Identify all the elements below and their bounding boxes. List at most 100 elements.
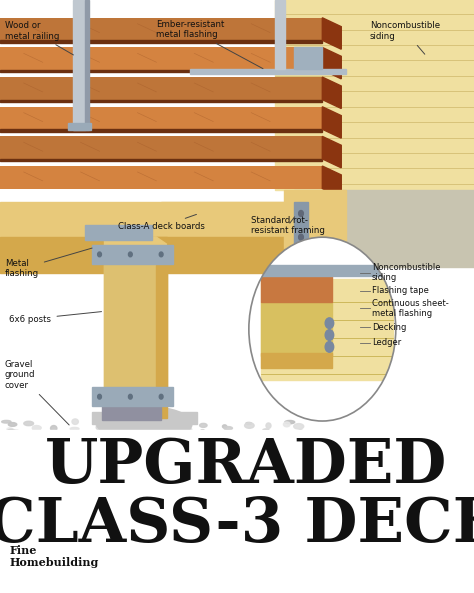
Polygon shape (0, 77, 322, 100)
Polygon shape (284, 190, 346, 249)
Bar (104, 237, 156, 418)
Text: Noncombustible
siding: Noncombustible siding (372, 263, 441, 282)
Ellipse shape (158, 425, 164, 429)
Bar (73, 0, 85, 130)
Text: Ledger: Ledger (372, 338, 401, 347)
Text: Class-A deck boards: Class-A deck boards (118, 215, 205, 231)
Ellipse shape (245, 423, 254, 428)
Polygon shape (161, 202, 294, 237)
Polygon shape (161, 237, 294, 267)
Ellipse shape (109, 428, 117, 432)
Ellipse shape (95, 431, 104, 434)
Bar (104, 265, 156, 387)
Ellipse shape (224, 426, 232, 430)
Ellipse shape (32, 426, 40, 431)
Bar (92, 245, 173, 264)
Ellipse shape (298, 430, 304, 435)
Ellipse shape (5, 442, 14, 445)
Bar (261, 279, 393, 380)
Ellipse shape (277, 437, 282, 441)
Polygon shape (0, 47, 322, 70)
Ellipse shape (281, 432, 291, 438)
Ellipse shape (245, 436, 250, 441)
Bar (68, 123, 91, 130)
Ellipse shape (51, 426, 57, 431)
Ellipse shape (70, 428, 79, 430)
Circle shape (325, 318, 334, 329)
Ellipse shape (302, 432, 308, 438)
Bar (261, 302, 332, 356)
Ellipse shape (200, 423, 207, 428)
Circle shape (98, 252, 101, 257)
Circle shape (299, 258, 303, 264)
Ellipse shape (150, 423, 159, 428)
Bar (102, 405, 161, 420)
Ellipse shape (43, 441, 53, 445)
Ellipse shape (8, 432, 15, 435)
Ellipse shape (133, 440, 137, 446)
Ellipse shape (283, 422, 290, 427)
Text: Ember-resistant
metal flashing: Ember-resistant metal flashing (156, 20, 263, 69)
Polygon shape (0, 70, 322, 72)
Ellipse shape (111, 420, 120, 425)
Polygon shape (284, 249, 346, 279)
Text: Noncombustible
siding: Noncombustible siding (370, 21, 440, 54)
Ellipse shape (24, 421, 34, 426)
Bar (294, 202, 308, 273)
Ellipse shape (96, 422, 100, 428)
Text: 6x6 posts: 6x6 posts (9, 311, 101, 324)
Polygon shape (322, 18, 341, 49)
Ellipse shape (97, 406, 192, 442)
Ellipse shape (69, 435, 77, 439)
Polygon shape (322, 107, 341, 138)
Ellipse shape (201, 435, 208, 439)
Ellipse shape (149, 432, 155, 433)
Ellipse shape (238, 438, 246, 442)
Ellipse shape (103, 425, 112, 431)
Ellipse shape (86, 434, 95, 437)
Ellipse shape (236, 438, 240, 442)
Ellipse shape (53, 436, 60, 439)
Ellipse shape (282, 442, 287, 444)
Ellipse shape (149, 432, 154, 435)
Polygon shape (0, 100, 322, 102)
Text: UPGRADED: UPGRADED (46, 435, 447, 496)
Ellipse shape (0, 441, 7, 443)
Ellipse shape (29, 442, 33, 447)
Ellipse shape (165, 427, 173, 430)
Polygon shape (322, 47, 341, 79)
Ellipse shape (205, 443, 212, 446)
Ellipse shape (165, 426, 173, 429)
Ellipse shape (195, 440, 200, 445)
Ellipse shape (285, 420, 295, 424)
Text: Flashing tape: Flashing tape (372, 286, 429, 295)
Ellipse shape (246, 422, 252, 425)
Polygon shape (322, 136, 341, 168)
Polygon shape (0, 107, 322, 129)
Ellipse shape (8, 429, 15, 431)
Circle shape (159, 394, 163, 399)
Ellipse shape (263, 429, 269, 431)
Ellipse shape (73, 433, 81, 436)
Ellipse shape (126, 438, 131, 441)
Circle shape (98, 394, 101, 399)
Ellipse shape (96, 425, 104, 430)
Polygon shape (0, 159, 322, 161)
Polygon shape (104, 237, 167, 244)
Polygon shape (0, 237, 294, 273)
Ellipse shape (167, 420, 176, 425)
Bar (92, 387, 173, 406)
Ellipse shape (163, 441, 172, 442)
Polygon shape (0, 136, 322, 159)
Polygon shape (0, 202, 294, 237)
Polygon shape (294, 47, 322, 69)
Ellipse shape (186, 440, 191, 443)
Ellipse shape (293, 437, 300, 440)
Polygon shape (0, 40, 322, 43)
Circle shape (325, 342, 334, 352)
Ellipse shape (116, 428, 123, 432)
Circle shape (325, 330, 334, 340)
Circle shape (299, 211, 303, 216)
Bar (156, 237, 167, 418)
Polygon shape (294, 190, 474, 267)
